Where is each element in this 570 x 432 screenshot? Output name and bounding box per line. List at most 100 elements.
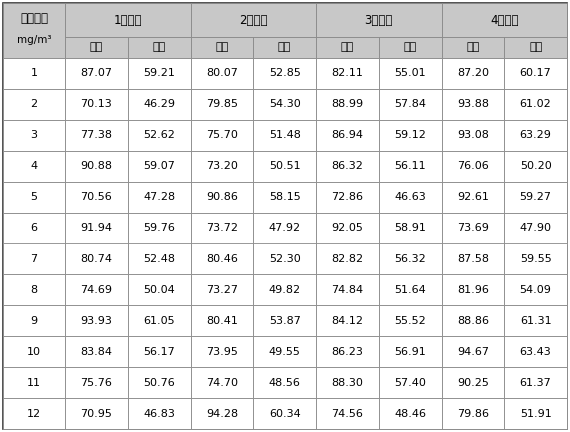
Bar bbox=[190, 213, 253, 244]
Text: 空白: 空白 bbox=[215, 42, 229, 53]
Text: 3: 3 bbox=[31, 130, 38, 140]
Text: 61.02: 61.02 bbox=[520, 99, 552, 109]
Bar bbox=[3, 3, 65, 58]
Bar bbox=[190, 58, 253, 89]
Bar bbox=[65, 37, 128, 58]
Bar bbox=[190, 182, 253, 213]
Text: 86.94: 86.94 bbox=[331, 130, 364, 140]
Text: 试样: 试样 bbox=[404, 42, 417, 53]
Text: 空白: 空白 bbox=[341, 42, 354, 53]
Bar bbox=[128, 336, 190, 367]
Text: mg/m³: mg/m³ bbox=[17, 35, 51, 45]
Bar bbox=[3, 151, 65, 182]
Text: 80.74: 80.74 bbox=[80, 254, 112, 264]
Text: 79.85: 79.85 bbox=[206, 99, 238, 109]
Text: 49.55: 49.55 bbox=[268, 347, 300, 357]
Text: 90.25: 90.25 bbox=[457, 378, 489, 388]
Text: 50.04: 50.04 bbox=[143, 285, 175, 295]
Bar bbox=[65, 336, 128, 367]
Text: 56.91: 56.91 bbox=[394, 347, 426, 357]
Text: 70.95: 70.95 bbox=[80, 409, 112, 419]
Text: 51.48: 51.48 bbox=[268, 130, 300, 140]
Text: 试样: 试样 bbox=[529, 42, 542, 53]
Bar bbox=[378, 398, 442, 429]
Bar bbox=[128, 120, 190, 151]
Text: 76.06: 76.06 bbox=[457, 161, 488, 171]
Bar bbox=[378, 274, 442, 305]
Bar bbox=[316, 120, 378, 151]
Bar bbox=[190, 305, 253, 336]
Bar bbox=[316, 274, 378, 305]
Bar bbox=[128, 182, 190, 213]
Text: 61.31: 61.31 bbox=[520, 316, 551, 326]
Text: 试样: 试样 bbox=[153, 42, 166, 53]
Text: 58.91: 58.91 bbox=[394, 223, 426, 233]
Bar bbox=[128, 58, 190, 89]
Text: 48.56: 48.56 bbox=[268, 378, 300, 388]
Bar bbox=[253, 120, 316, 151]
Text: 61.05: 61.05 bbox=[143, 316, 175, 326]
Text: 55.52: 55.52 bbox=[394, 316, 426, 326]
Text: 53.87: 53.87 bbox=[268, 316, 300, 326]
Text: 二氧化硫: 二氧化硫 bbox=[20, 12, 48, 25]
Text: 59.21: 59.21 bbox=[143, 68, 175, 79]
Bar bbox=[504, 244, 567, 274]
Bar bbox=[316, 89, 378, 120]
Text: 7: 7 bbox=[30, 254, 38, 264]
Bar bbox=[190, 367, 253, 398]
Text: 55.01: 55.01 bbox=[394, 68, 426, 79]
Text: 90.86: 90.86 bbox=[206, 192, 238, 202]
Bar bbox=[504, 151, 567, 182]
Bar bbox=[65, 182, 128, 213]
Bar bbox=[378, 367, 442, 398]
Text: 48.46: 48.46 bbox=[394, 409, 426, 419]
Bar bbox=[190, 120, 253, 151]
Text: 61.37: 61.37 bbox=[520, 378, 552, 388]
Text: 74.69: 74.69 bbox=[80, 285, 112, 295]
Bar bbox=[65, 274, 128, 305]
Text: 74.70: 74.70 bbox=[206, 378, 238, 388]
Text: 70.13: 70.13 bbox=[80, 99, 112, 109]
Bar bbox=[190, 151, 253, 182]
Bar bbox=[128, 89, 190, 120]
Bar bbox=[378, 89, 442, 120]
Bar bbox=[65, 89, 128, 120]
Bar bbox=[442, 398, 504, 429]
Bar bbox=[190, 37, 253, 58]
Bar bbox=[3, 120, 65, 151]
Text: 2: 2 bbox=[30, 99, 38, 109]
Text: 93.08: 93.08 bbox=[457, 130, 489, 140]
Text: 84.12: 84.12 bbox=[331, 316, 364, 326]
Bar bbox=[65, 244, 128, 274]
Text: 79.86: 79.86 bbox=[457, 409, 489, 419]
Bar bbox=[3, 336, 65, 367]
Bar bbox=[316, 336, 378, 367]
Bar bbox=[3, 398, 65, 429]
Bar bbox=[128, 213, 190, 244]
Text: 59.55: 59.55 bbox=[520, 254, 552, 264]
Bar bbox=[442, 3, 567, 37]
Text: 50.76: 50.76 bbox=[143, 378, 175, 388]
Text: 94.28: 94.28 bbox=[206, 409, 238, 419]
Bar bbox=[253, 367, 316, 398]
Text: 88.30: 88.30 bbox=[331, 378, 363, 388]
Text: 10: 10 bbox=[27, 347, 41, 357]
Bar bbox=[442, 120, 504, 151]
Text: 72.86: 72.86 bbox=[331, 192, 364, 202]
Text: 86.23: 86.23 bbox=[331, 347, 363, 357]
Bar bbox=[65, 367, 128, 398]
Text: 54.09: 54.09 bbox=[520, 285, 552, 295]
Text: 1: 1 bbox=[31, 68, 38, 79]
Text: 59.27: 59.27 bbox=[520, 192, 552, 202]
Bar bbox=[316, 367, 378, 398]
Bar bbox=[378, 305, 442, 336]
Text: 75.70: 75.70 bbox=[206, 130, 238, 140]
Text: 47.90: 47.90 bbox=[520, 223, 552, 233]
Text: 73.20: 73.20 bbox=[206, 161, 238, 171]
Text: 51.64: 51.64 bbox=[394, 285, 426, 295]
Text: 75.76: 75.76 bbox=[80, 378, 112, 388]
Bar bbox=[378, 58, 442, 89]
Text: 93.88: 93.88 bbox=[457, 99, 489, 109]
Text: 74.56: 74.56 bbox=[331, 409, 363, 419]
Bar bbox=[3, 367, 65, 398]
